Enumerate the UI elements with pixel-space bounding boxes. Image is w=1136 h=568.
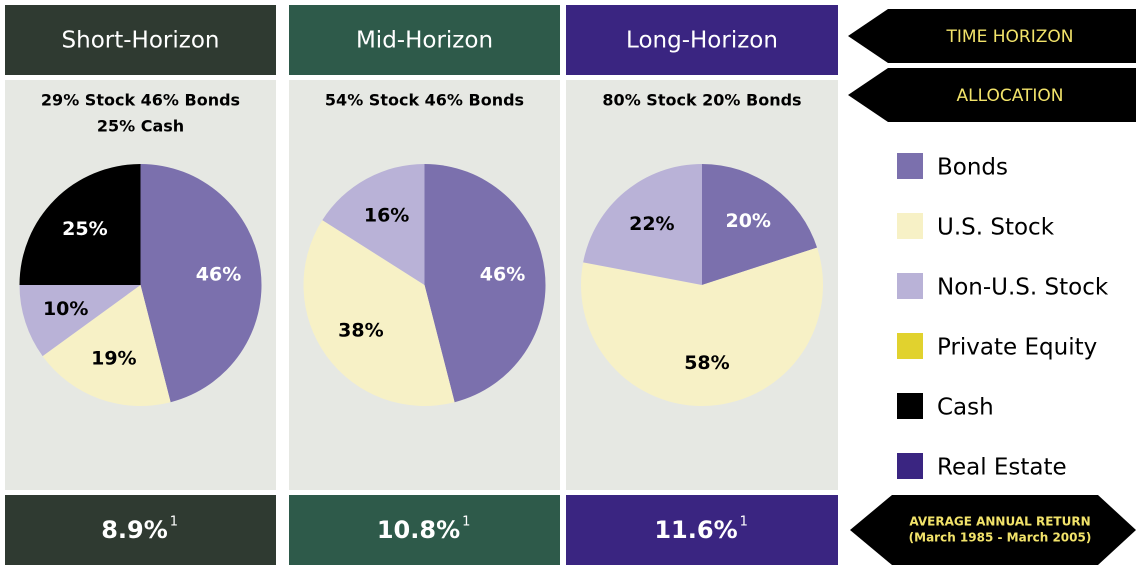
arrow-label: (March 1985 - March 2005) xyxy=(909,531,1092,545)
pie-slice xyxy=(580,247,823,407)
allocation: 80% Stock 20% Bonds xyxy=(602,91,801,110)
footnote-mark: 1 xyxy=(462,515,470,530)
slice-label: 46% xyxy=(480,264,525,286)
pie-slice xyxy=(322,164,425,285)
arrow-label: AVERAGE ANNUAL RETURN xyxy=(909,515,1090,529)
pie-slice xyxy=(303,220,455,406)
arrow xyxy=(850,495,1136,565)
legend-swatch xyxy=(897,453,923,479)
pie-slice xyxy=(702,164,818,285)
arrow-label: ALLOCATION xyxy=(956,86,1063,106)
average-return: 11.6% xyxy=(654,516,737,544)
arrow xyxy=(848,9,1136,63)
panel-header xyxy=(289,5,560,75)
slice-label: 22% xyxy=(629,213,674,235)
average-return: 8.9% xyxy=(101,516,168,544)
legend-label: Non-U.S. Stock xyxy=(937,275,1109,301)
legend-label: Cash xyxy=(937,395,994,421)
average-return: 10.8% xyxy=(377,516,460,544)
legend-swatch xyxy=(897,393,923,419)
footnote-mark: 1 xyxy=(170,515,178,530)
panel-title: Mid-Horizon xyxy=(356,28,493,54)
pie-slice xyxy=(424,164,546,403)
slice-label: 25% xyxy=(62,218,107,240)
pie-slice xyxy=(19,285,141,357)
legend-label: Private Equity xyxy=(937,335,1097,361)
panel-footer xyxy=(289,495,560,565)
legend-swatch xyxy=(897,273,923,299)
slice-label: 16% xyxy=(364,205,409,227)
slice-label: 20% xyxy=(725,210,770,232)
pie-slice xyxy=(42,285,171,406)
legend-label: U.S. Stock xyxy=(937,215,1055,241)
legend-label: Real Estate xyxy=(937,455,1067,481)
pie-slice xyxy=(583,164,702,285)
panel-footer xyxy=(566,495,838,565)
arrow-label: TIME HORIZON xyxy=(946,27,1074,47)
legend-swatch xyxy=(897,333,923,359)
allocation: 25% Cash xyxy=(97,117,184,136)
slice-label: 10% xyxy=(43,298,88,320)
panel-footer xyxy=(5,495,276,565)
slice-label: 46% xyxy=(196,264,241,286)
legend-label: Bonds xyxy=(937,155,1008,181)
legend-swatch xyxy=(897,213,923,239)
allocation: 54% Stock 46% Bonds xyxy=(325,91,524,110)
legend-swatch xyxy=(897,153,923,179)
slice-label: 38% xyxy=(338,320,383,342)
panel-title: Long-Horizon xyxy=(626,28,778,54)
panel-header xyxy=(5,5,276,75)
footnote-mark: 1 xyxy=(740,515,748,530)
arrow xyxy=(848,68,1136,122)
pie-slice xyxy=(140,164,262,403)
slice-label: 58% xyxy=(684,352,729,374)
panel-header xyxy=(566,5,838,75)
pie-slice xyxy=(19,164,141,285)
panel-title: Short-Horizon xyxy=(62,28,220,54)
allocation: 29% Stock 46% Bonds xyxy=(41,91,240,110)
slice-label: 19% xyxy=(91,348,136,370)
